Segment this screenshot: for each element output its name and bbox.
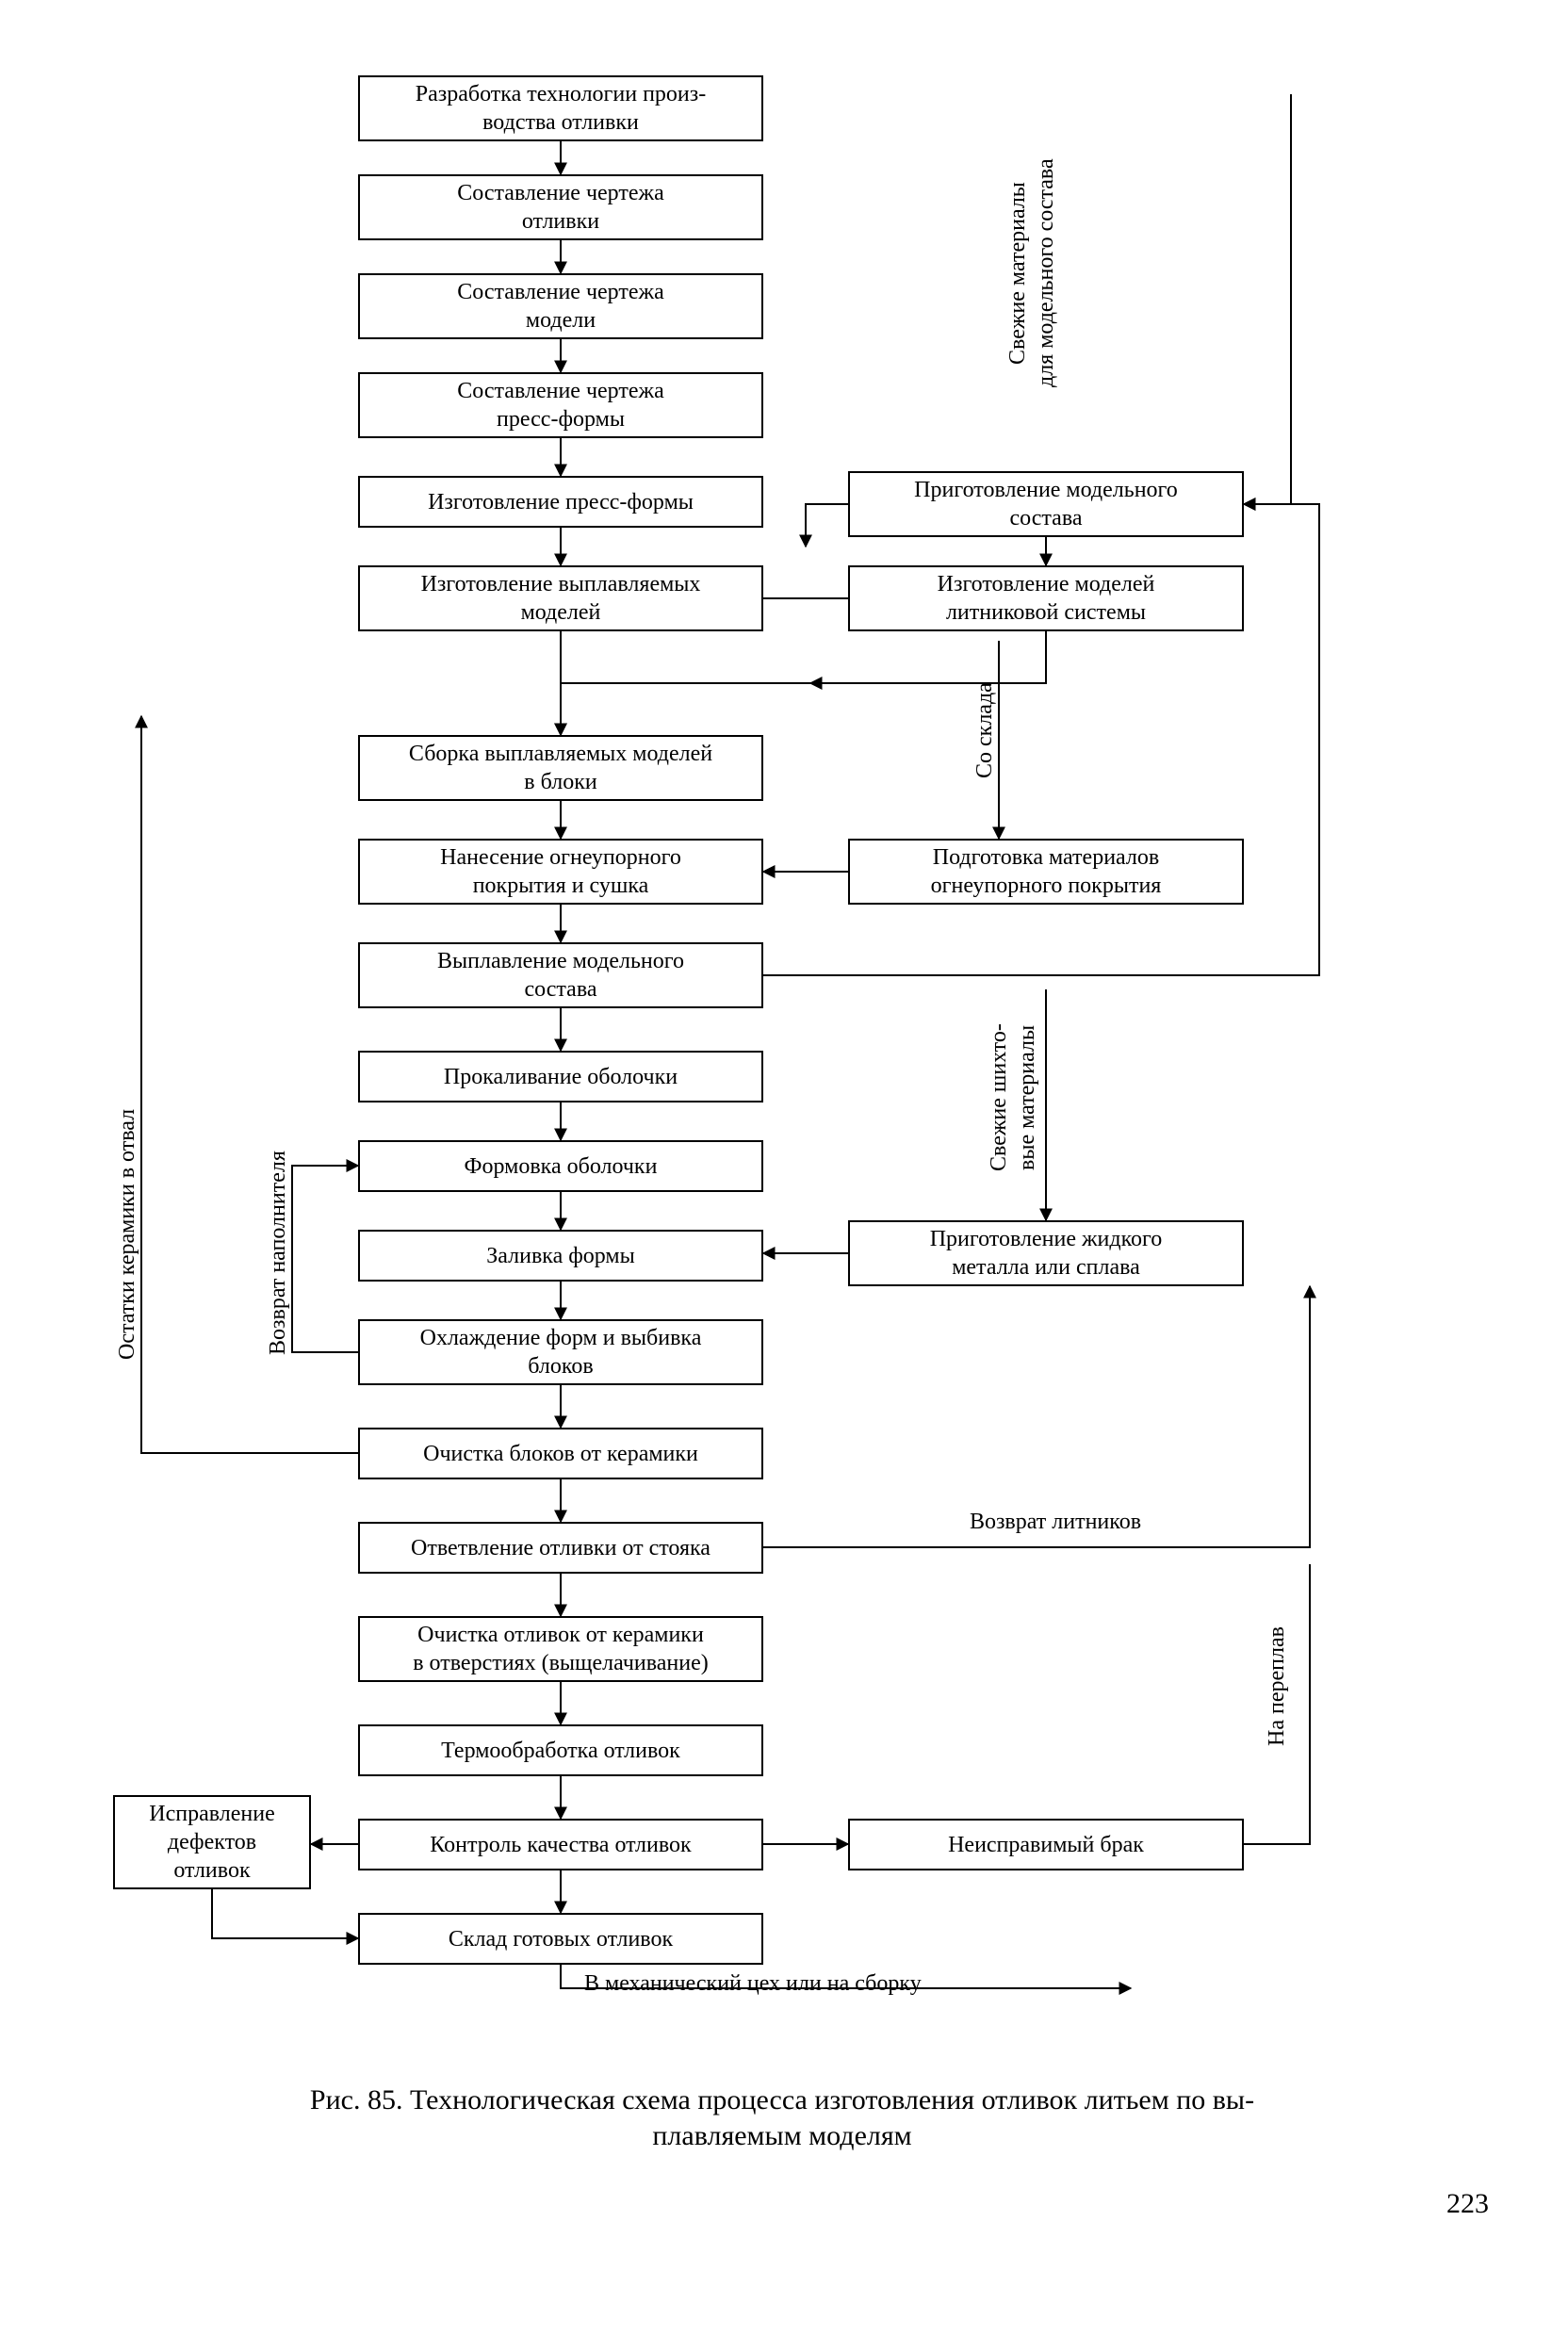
node-r2: Изготовление моделейлитниковой системы: [848, 565, 1244, 631]
node-r4: Приготовление жидкогометалла или сплава: [848, 1220, 1244, 1286]
node-l1: Исправлениедефектовотливок: [113, 1795, 311, 1889]
vlabel-v_ceramic_waste: Остатки керамики в отвал: [113, 971, 141, 1498]
vlabel-v_fresh_charge: Свежие шихто-вые материалы: [985, 980, 1041, 1216]
node-n8: Нанесение огнеупорногопокрытия и сушка: [358, 839, 763, 905]
node-n11: Формовка оболочки: [358, 1140, 763, 1192]
node-n16: Очистка отливок от керамикив отверстиях …: [358, 1616, 763, 1682]
node-n7: Сборка выплавляемых моделейв блоки: [358, 735, 763, 801]
node-n5: Изготовление пресс-формы: [358, 476, 763, 528]
node-n14: Очистка блоков от керамики: [358, 1428, 763, 1479]
label-to_machine_shop: В механический цех или на сборку: [584, 1969, 1112, 1998]
node-r5: Неисправимый брак: [848, 1819, 1244, 1870]
label-page_num: 223: [1395, 2186, 1489, 2222]
node-n12: Заливка формы: [358, 1230, 763, 1282]
vlabel-v_remelt: На переплав: [1263, 1564, 1291, 1809]
node-n10: Прокаливание оболочки: [358, 1051, 763, 1102]
edges-layer: [0, 0, 1568, 2352]
node-n2: Составление чертежаотливки: [358, 174, 763, 240]
vlabel-v_from_stock: Со склада: [971, 636, 999, 825]
node-r1: Приготовление модельногосостава: [848, 471, 1244, 537]
node-n9: Выплавление модельногосостава: [358, 942, 763, 1008]
node-n6: Изготовление выплавляемыхмоделей: [358, 565, 763, 631]
node-n15: Ответвление отливки от стояка: [358, 1522, 763, 1574]
node-n19: Склад готовых отливок: [358, 1913, 763, 1965]
node-n18: Контроль качества отливок: [358, 1819, 763, 1870]
label-caption: Рис. 85. Технологическая схема процесса …: [132, 2082, 1432, 2153]
node-n3: Составление чертежамодели: [358, 273, 763, 339]
vlabel-v_fresh_model: Свежие материалыдля модельного состава: [1004, 90, 1060, 457]
node-n1: Разработка технологии произ-водства отли…: [358, 75, 763, 141]
node-n13: Охлаждение форм и выбивкаблоков: [358, 1319, 763, 1385]
vlabel-v_return_fill: Возврат наполнителя: [264, 1046, 292, 1461]
label-return_gates: Возврат литников: [867, 1508, 1244, 1536]
node-n17: Термообработка отливок: [358, 1724, 763, 1776]
node-n4: Составление чертежапресс-формы: [358, 372, 763, 438]
node-r3: Подготовка материаловогнеупорного покрыт…: [848, 839, 1244, 905]
flowchart-canvas: Разработка технологии произ-водства отли…: [0, 0, 1568, 2352]
